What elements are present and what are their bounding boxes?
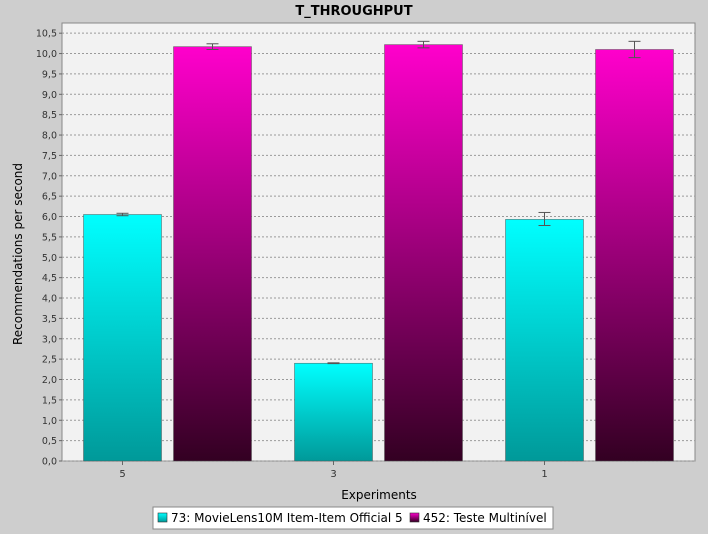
y-tick-label: 0,0	[42, 457, 57, 468]
bar	[173, 46, 252, 462]
y-tick-label: 4,0	[42, 294, 57, 305]
y-tick-label: 3,0	[42, 334, 57, 345]
x-axis: 5 3 1	[119, 461, 548, 480]
x-axis-label: Experiments	[341, 488, 417, 502]
x-tick-label: 1	[541, 469, 547, 480]
bar	[384, 44, 463, 462]
y-tick-label: 8,0	[42, 131, 57, 142]
legend-frame	[152, 506, 554, 530]
legend-swatch	[409, 512, 420, 523]
y-axis-label: Recommendations per second	[11, 163, 25, 345]
plot-area	[61, 22, 696, 462]
legend-label: 452: Teste Multinível	[423, 511, 547, 525]
x-tick-label: 5	[119, 469, 125, 480]
y-tick-label: 6,5	[42, 192, 57, 203]
chart-title: T_THROUGHPUT	[295, 4, 412, 19]
y-tick-label: 10,0	[36, 49, 57, 60]
y-tick-label: 7,5	[42, 151, 57, 162]
y-tick-label: 5,5	[42, 232, 57, 243]
error-bars	[116, 40, 641, 365]
y-tick-label: 2,5	[42, 355, 57, 366]
y-tick-label: 0,5	[42, 436, 57, 447]
bar	[595, 49, 674, 462]
y-axis: 0,0 0,5 1,0 1,5 2,0 2,5 3,0 3,5 4,0 4,5 5,0 5,5 6,0 6…	[36, 29, 62, 468]
y-tick-label: 5,0	[42, 253, 57, 264]
bar	[505, 219, 584, 462]
y-tick-label: 2,0	[42, 375, 57, 386]
y-tick-label: 6,0	[42, 212, 57, 223]
y-tick-label: 1,5	[42, 395, 57, 406]
grid-lines	[62, 32, 695, 462]
legend-label: 73: MovieLens10M Item-Item Official 5	[171, 511, 403, 525]
y-tick-label: 9,0	[42, 90, 57, 101]
y-tick-label: 10,5	[36, 29, 57, 40]
y-tick-label: 7,0	[42, 171, 57, 182]
legend: 73: MovieLens10M Item-Item Official 5 452…	[152, 506, 554, 530]
y-tick-label: 1,0	[42, 416, 57, 427]
bars	[83, 44, 674, 462]
y-tick-label: 9,5	[42, 69, 57, 80]
y-tick-label: 3,5	[42, 314, 57, 325]
bar	[83, 214, 162, 462]
y-tick-label: 8,5	[42, 110, 57, 121]
x-tick-label: 3	[330, 469, 336, 480]
legend-swatch	[157, 512, 168, 523]
bar	[294, 362, 373, 462]
y-tick-label: 4,5	[42, 273, 57, 284]
